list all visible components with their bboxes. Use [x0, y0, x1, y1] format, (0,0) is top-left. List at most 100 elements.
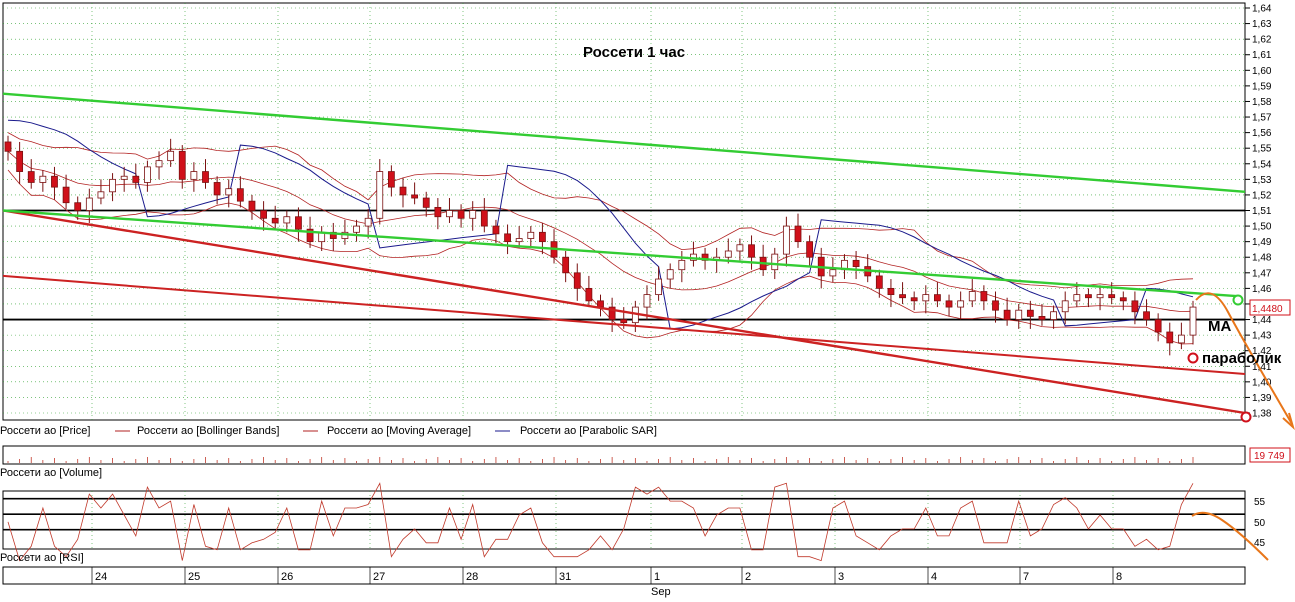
candle-body: [957, 300, 965, 308]
candle-body: [1096, 294, 1104, 299]
legend-parabolic-sar: Россети ао [Parabolic SAR]: [520, 425, 657, 437]
date-label: 31: [559, 571, 571, 583]
candle-body: [597, 300, 604, 308]
candle-body: [608, 306, 616, 320]
candles: [4, 135, 1197, 356]
trend-lines: [2, 92, 1246, 415]
date-label: 25: [188, 571, 200, 583]
candle-body: [585, 287, 593, 302]
candle-body: [539, 231, 546, 243]
candle-body: [794, 225, 802, 243]
price-tick-label: 1,48: [1252, 253, 1272, 264]
price-tick-label: 1,52: [1252, 190, 1272, 201]
candle-body: [364, 217, 372, 227]
parabolic-annotation: параболик: [1202, 350, 1282, 367]
price-tick-label: 1,39: [1252, 393, 1272, 404]
candle-body: [376, 171, 384, 219]
candle-body: [666, 269, 674, 280]
date-label: 24: [95, 571, 107, 583]
last-price-badge: [1249, 299, 1291, 316]
candle-body: [899, 294, 906, 299]
candle-body: [74, 202, 82, 211]
candle-body: [469, 210, 477, 219]
candle-body: [1154, 319, 1162, 333]
candle-body: [457, 210, 465, 219]
price-tick-label: 1,53: [1252, 175, 1272, 186]
price-tick-label: 1,43: [1252, 331, 1272, 342]
candle-body: [446, 210, 453, 218]
candle-body: [97, 191, 105, 199]
date-label: 3: [838, 571, 844, 583]
candle-body: [1003, 309, 1011, 320]
price-tick-label: 1,59: [1252, 81, 1272, 92]
candle-body: [155, 160, 163, 168]
candle-body: [399, 186, 407, 196]
parabolic-marker: [1187, 352, 1199, 364]
candle-body: [178, 150, 186, 180]
trend-red-lower: [2, 209, 1246, 415]
price-tick-label: 1,50: [1252, 222, 1272, 233]
price-tick-label: 1,40: [1252, 377, 1272, 388]
candle-body: [504, 233, 511, 243]
candle-body: [1015, 309, 1023, 320]
forecast-price-arrowhead: [1282, 412, 1295, 431]
price-tick-label: 1,42: [1252, 346, 1272, 357]
candle-body: [945, 300, 953, 308]
price-tick-label: 1,63: [1252, 19, 1272, 30]
candle-body: [573, 272, 581, 289]
green-trend-marker: [1232, 294, 1244, 306]
candle-body: [1177, 334, 1185, 344]
candle-body: [1143, 311, 1150, 320]
candle-body: [225, 188, 233, 196]
candle-body: [806, 241, 814, 258]
candle-body: [434, 206, 442, 218]
date-label: 1: [654, 571, 660, 583]
rsi-pane-label: Россети ао [RSI]: [0, 552, 84, 564]
rsi-tick-50: 50: [1254, 518, 1266, 529]
date-label: 8: [1116, 571, 1122, 583]
date-label: 2: [745, 571, 751, 583]
date-label: 7: [1023, 571, 1029, 583]
candle-body: [852, 259, 860, 267]
price-tick-label: 1,47: [1252, 268, 1272, 279]
forecast-rsi-arrow: [1191, 511, 1269, 561]
price-tick-label: 1,54: [1252, 159, 1272, 170]
candle-body: [1189, 306, 1197, 336]
candle-body: [655, 278, 662, 296]
forecast-arrows: [1191, 292, 1295, 561]
candle-body: [1131, 300, 1139, 313]
candle-body: [782, 225, 790, 255]
rsi-tick-45: 45: [1254, 538, 1266, 549]
candle-body: [910, 297, 918, 302]
candle-body: [887, 287, 895, 296]
chart-title: Россети 1 час: [583, 44, 685, 61]
date-label: 27: [373, 571, 385, 583]
rsi-pane-frame: [2, 490, 1246, 550]
candle-body: [295, 216, 302, 230]
forecast-price-arrow: [1195, 292, 1293, 425]
candle-body: [202, 171, 209, 183]
candle-body: [1166, 331, 1174, 344]
candle-body: [236, 188, 244, 202]
parabolic-sar: [7, 119, 1194, 330]
legend-price: Россети ао [Price]: [0, 425, 90, 437]
candle-body: [724, 250, 732, 258]
price-tick-label: 1,62: [1252, 35, 1272, 46]
volume-pane-label: Россети ао [Volume]: [0, 467, 102, 479]
candle-body: [51, 175, 58, 188]
candle-body: [922, 294, 930, 302]
price-axis-ticks: 1,64 1,63 1,62 1,61 1,60 1,59 1,58 1,57 1,56 1,55…: [1245, 4, 1272, 420]
price-tick-label: 1,51: [1252, 206, 1272, 217]
volume-value-label: 19 749: [1254, 451, 1285, 462]
candle-body: [271, 217, 279, 224]
candle-body: [120, 175, 128, 180]
month-label: Sep: [651, 586, 671, 598]
candle-body: [1119, 297, 1127, 302]
candle-body: [678, 259, 686, 271]
candle-body: [109, 178, 116, 193]
moving-average-line: [7, 150, 1194, 313]
candle-body: [515, 238, 523, 243]
price-tick-label: 1,57: [1252, 113, 1272, 124]
candle-body: [1085, 294, 1092, 299]
